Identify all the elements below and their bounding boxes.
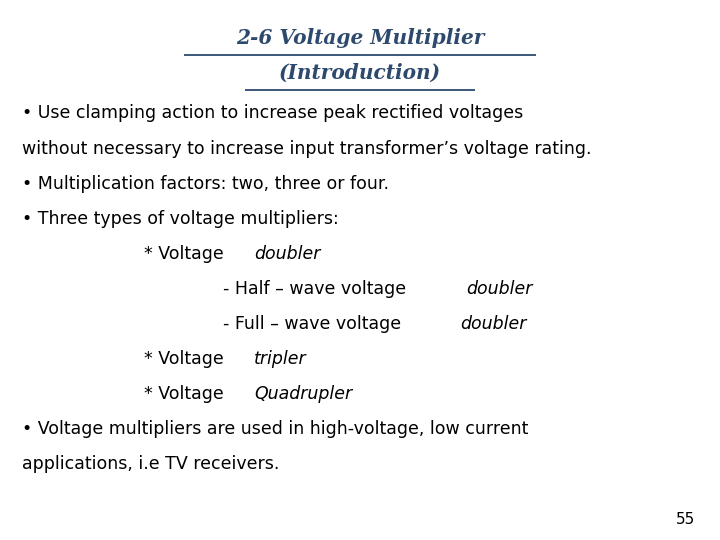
Text: doubler: doubler [254, 245, 320, 263]
Text: • Use clamping action to increase peak rectified voltages: • Use clamping action to increase peak r… [22, 104, 523, 123]
Text: * Voltage: * Voltage [144, 245, 229, 263]
Text: without necessary to increase input transformer’s voltage rating.: without necessary to increase input tran… [22, 139, 591, 158]
Text: • Three types of voltage multipliers:: • Three types of voltage multipliers: [22, 210, 338, 228]
Text: • Multiplication factors: two, three or four.: • Multiplication factors: two, three or … [22, 174, 389, 193]
Text: doubler: doubler [460, 315, 526, 333]
Text: (Introduction): (Introduction) [279, 63, 441, 83]
Text: 55: 55 [675, 511, 695, 526]
Text: applications, i.e TV receivers.: applications, i.e TV receivers. [22, 455, 279, 474]
Text: - Full – wave voltage: - Full – wave voltage [223, 315, 407, 333]
Text: doubler: doubler [467, 280, 533, 298]
Text: • Voltage multipliers are used in high-voltage, low current: • Voltage multipliers are used in high-v… [22, 420, 528, 438]
Text: * Voltage: * Voltage [144, 350, 229, 368]
Text: Quadrupler: Quadrupler [254, 385, 352, 403]
Text: * Voltage: * Voltage [144, 385, 229, 403]
Text: 2-6 Voltage Multiplier: 2-6 Voltage Multiplier [236, 28, 484, 48]
Text: - Half – wave voltage: - Half – wave voltage [223, 280, 412, 298]
Text: tripler: tripler [254, 350, 307, 368]
